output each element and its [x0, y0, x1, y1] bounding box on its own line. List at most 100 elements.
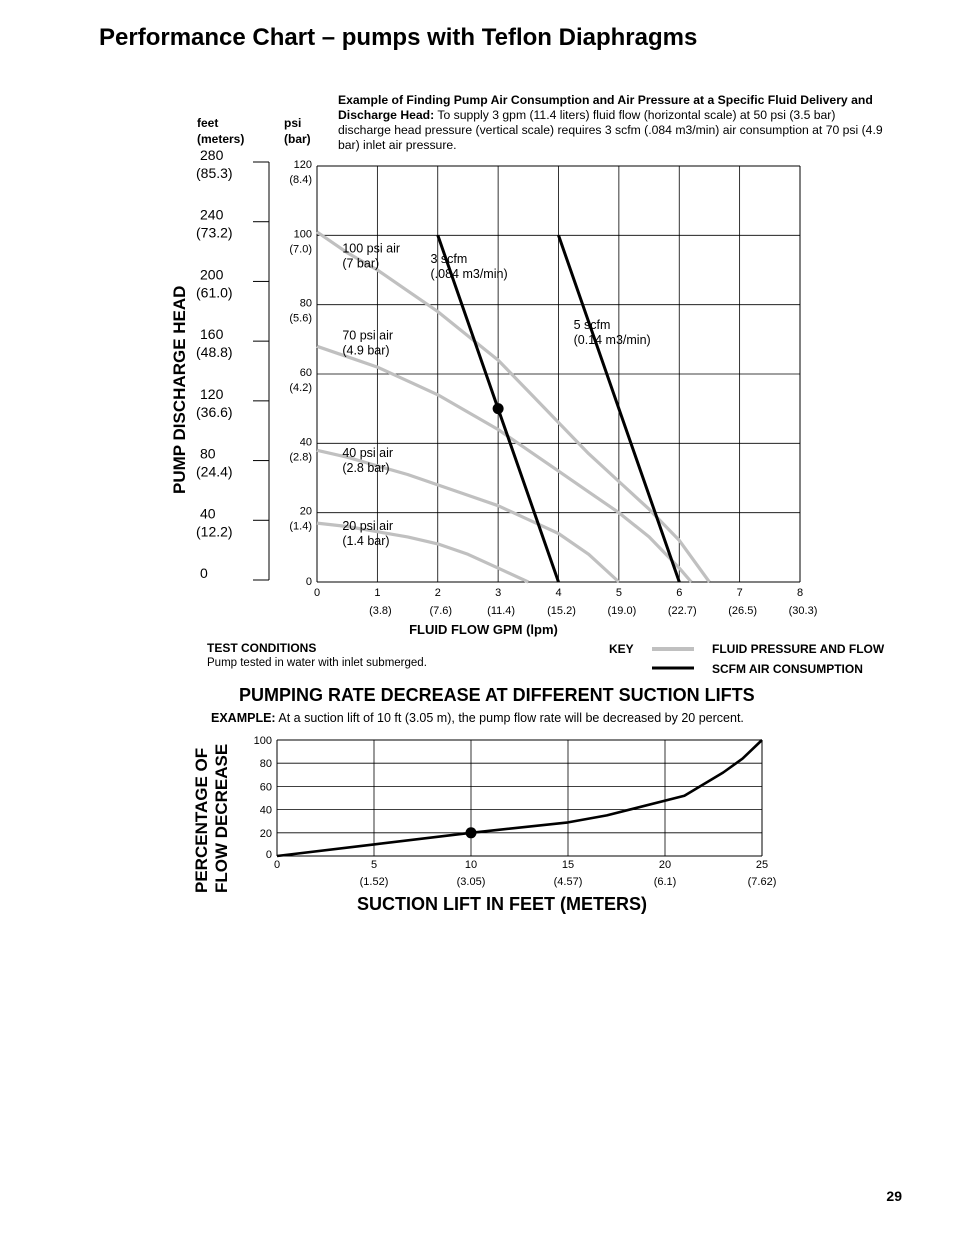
section2-example: EXAMPLE: At a suction lift of 10 ft (3.0…	[211, 711, 744, 725]
chart1-x-tick-label: 7	[737, 587, 743, 599]
key-air-label: SCFM AIR CONSUMPTION	[712, 662, 863, 676]
chart1-y-tick-psi: 60	[300, 367, 312, 379]
chart1-y-tick-bar: (5.6)	[289, 313, 312, 325]
section2-title: PUMPING RATE DECREASE AT DIFFERENT SUCTI…	[239, 685, 755, 705]
chart1-series-annotation: 40 psi air	[342, 446, 393, 460]
chart1-x-tick-label: 6	[676, 587, 682, 599]
chart1-series-annotation: 5 scfm	[574, 318, 611, 332]
chart1-feet-tick-label: 200	[200, 266, 224, 282]
chart2-y-tick-label: 80	[260, 758, 272, 770]
chart1-meters-tick-label: (36.6)	[196, 404, 233, 420]
chart1-feet-tick-label: 40	[200, 505, 216, 521]
chart1-series-annotation: 20 psi air	[342, 519, 393, 533]
chart1-x-tick-lpm: (7.6)	[429, 605, 452, 617]
chart2-x-tick-meters: (3.05)	[457, 876, 486, 888]
example-text: To supply 3 gpm (11.4 liters) fluid flow…	[338, 108, 883, 152]
chart1-fluid-series-line	[316, 344, 693, 584]
chart1-y-tick-psi: 120	[294, 159, 312, 171]
chart2-x-tick-label: 25	[756, 859, 768, 871]
chart1-feet-tick-label: 280	[200, 147, 224, 163]
example-heading: Example of Finding Pump Air Consumption …	[338, 93, 873, 122]
chart1-series-annotation: 3 scfm	[431, 252, 468, 266]
chart1-x-tick-lpm: (22.7)	[668, 605, 697, 617]
chart1-series-annotation: 100 psi air	[342, 242, 400, 256]
chart1-x-tick-label: 3	[495, 587, 501, 599]
chart1-air-series-line	[557, 234, 681, 583]
chart1-x-tick-lpm: (3.8)	[369, 605, 392, 617]
chart1-y-tick-bar: (7.0)	[289, 243, 312, 255]
chart1-y-tick-bar: (8.4)	[289, 174, 312, 186]
chart1-y-tick-psi: 100	[294, 228, 312, 240]
chart1-feet-tick-label: 160	[200, 326, 224, 342]
chart1-y-tick-psi: 20	[300, 506, 312, 518]
chart1-x-tick-label: 4	[555, 587, 561, 599]
chart2-example-marker	[465, 827, 477, 839]
chart1-meters-tick-label: (73.2)	[196, 225, 233, 241]
chart1-x-tick-lpm: (15.2)	[547, 605, 576, 617]
chart2-x-tick-label: 0	[274, 859, 280, 871]
chart1-y-tick-psi: 40	[300, 436, 312, 448]
psi-unit-text: psi	[284, 116, 302, 130]
chart1-y-tick-psi: 0	[306, 576, 312, 588]
test-conditions-text: Pump tested in water with inlet submerge…	[207, 657, 427, 669]
meters-unit-text: (meters)	[197, 132, 245, 146]
chart1-y-tick-bar: (2.8)	[289, 451, 312, 463]
chart1-x-tick-label: 0	[314, 587, 320, 599]
x-axis-title-suction-lift: SUCTION LIFT IN FEET (METERS)	[357, 894, 647, 914]
chart1-series-annotation: (2.8 bar)	[342, 461, 389, 475]
chart1-meters-tick-label: (24.4)	[196, 464, 233, 480]
chart1-series-annotation: 70 psi air	[342, 328, 393, 342]
feet-unit-label: feet (meters)	[197, 115, 244, 147]
chart2-y-tick-label: 60	[260, 781, 272, 793]
section2-example-text: At a suction lift of 10 ft (3.05 m), the…	[275, 711, 744, 725]
chart2-y-tick-label: 0	[266, 849, 272, 861]
chart2-x-tick-label: 5	[371, 859, 377, 871]
key-label: KEY	[609, 642, 634, 656]
chart1-feet-tick-label: 120	[200, 386, 224, 402]
chart1-y-tick-bar: (1.4)	[289, 521, 312, 533]
chart1-x-tick-label: 2	[435, 587, 441, 599]
chart1-fluid-series-line	[316, 521, 529, 584]
psi-unit-label: psi (bar)	[284, 115, 311, 147]
chart2-y-tick-label: 40	[260, 805, 272, 817]
chart1-y-tick-bar: (4.2)	[289, 382, 312, 394]
test-conditions-title: TEST CONDITIONS	[207, 641, 317, 655]
chart1-fluid-series-line	[316, 448, 620, 584]
chart1-meters-tick-label: (48.8)	[196, 344, 233, 360]
chart1-fluid-series-line	[316, 230, 711, 583]
chart1-meters-tick-label: (12.2)	[196, 523, 233, 539]
chart2-x-tick-meters: (6.1)	[654, 876, 677, 888]
chart1-meters-tick-label: (61.0)	[196, 284, 233, 300]
chart1-feet-tick-label: 80	[200, 446, 216, 462]
chart2-x-tick-label: 20	[659, 859, 671, 871]
chart2-x-tick-meters: (4.57)	[554, 876, 583, 888]
chart1-feet-tick-label: 240	[200, 207, 224, 223]
chart2-y-tick-label: 100	[254, 735, 272, 747]
chart1-series-annotation: (1.4 bar)	[342, 534, 389, 548]
chart1-x-tick-lpm: (11.4)	[487, 605, 515, 617]
page-title: Performance Chart – pumps with Teflon Di…	[99, 24, 698, 51]
page-number: 29	[886, 1188, 902, 1204]
chart2-x-tick-label: 15	[562, 859, 574, 871]
chart1-series-annotation: (7 bar)	[342, 257, 379, 271]
chart1-x-axis-title: FLUID FLOW GPM (lpm)	[409, 622, 558, 637]
chart2-x-tick-meters: (1.52)	[360, 876, 389, 888]
chart1-y-tick-psi: 80	[300, 298, 312, 310]
chart1-x-tick-lpm: (30.3)	[789, 605, 818, 617]
chart2-flow-decrease-line	[276, 739, 763, 858]
chart2-y-tick-label: 20	[260, 828, 272, 840]
chart1-x-tick-lpm: (19.0)	[608, 605, 637, 617]
section2-example-label: EXAMPLE:	[211, 711, 276, 725]
key-fluid-label: FLUID PRESSURE AND FLOW	[712, 642, 885, 656]
bar-unit-text: (bar)	[284, 132, 311, 146]
chart2-x-tick-label: 10	[465, 859, 477, 871]
chart1-series-annotation: (.084 m3/min)	[431, 267, 508, 281]
chart1-series-annotation: (0.14 m3/min)	[574, 333, 651, 347]
chart1-meters-tick-label: (85.3)	[196, 165, 233, 181]
chart2-x-tick-meters: (7.62)	[748, 876, 777, 888]
chart1-example-marker	[492, 403, 504, 415]
example-paragraph: Example of Finding Pump Air Consumption …	[338, 93, 890, 153]
chart1-series-annotation: (4.9 bar)	[342, 343, 389, 357]
chart1-x-tick-label: 8	[797, 587, 803, 599]
